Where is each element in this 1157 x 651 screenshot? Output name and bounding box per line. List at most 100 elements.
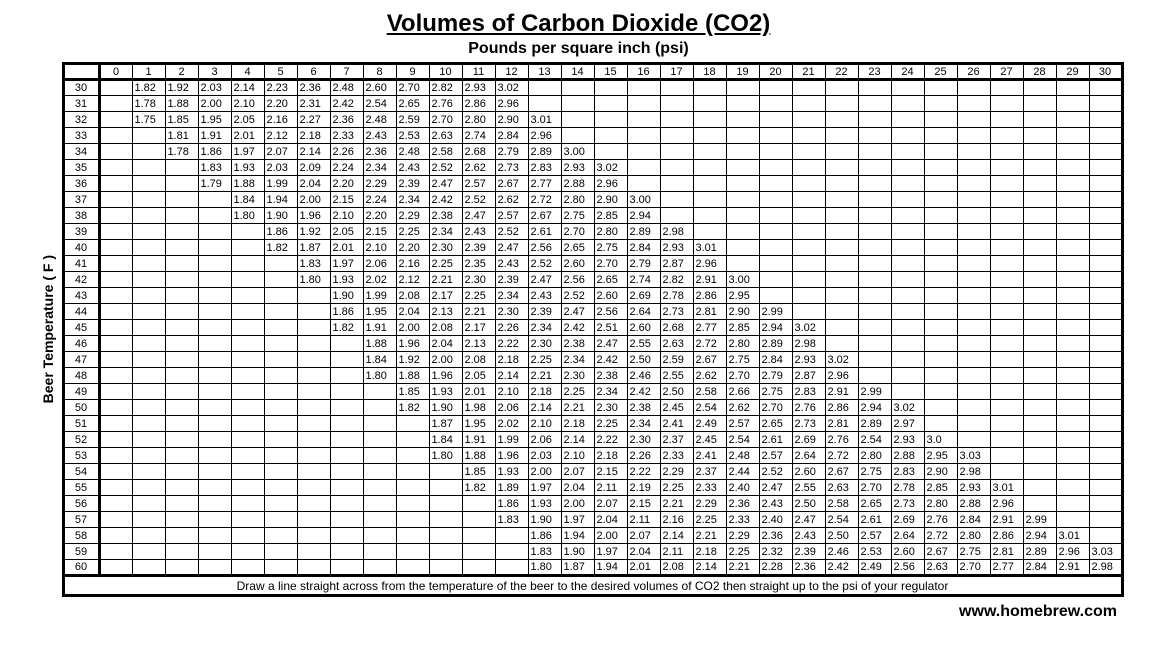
data-cell — [1023, 112, 1056, 128]
data-cell — [1023, 192, 1056, 208]
data-cell: 2.86 — [693, 288, 726, 304]
data-cell — [858, 144, 891, 160]
data-cell: 2.83 — [528, 160, 561, 176]
data-cell — [594, 80, 627, 96]
psi-header: 26 — [957, 64, 990, 80]
data-cell — [99, 160, 132, 176]
data-cell: 2.84 — [627, 240, 660, 256]
data-cell — [858, 240, 891, 256]
psi-header: 0 — [99, 64, 132, 80]
data-cell — [990, 464, 1023, 480]
data-cell: 2.02 — [363, 272, 396, 288]
data-cell: 2.29 — [693, 496, 726, 512]
data-cell: 2.10 — [330, 208, 363, 224]
data-cell — [957, 240, 990, 256]
data-cell: 2.29 — [660, 464, 693, 480]
data-cell: 1.96 — [429, 368, 462, 384]
data-cell: 2.33 — [693, 480, 726, 496]
data-cell: 1.96 — [297, 208, 330, 224]
data-cell — [231, 416, 264, 432]
table-row: 371.841.942.002.152.242.342.422.522.622.… — [63, 192, 1122, 208]
data-cell: 2.93 — [462, 80, 495, 96]
data-cell — [132, 352, 165, 368]
data-cell — [396, 512, 429, 528]
data-cell: 2.57 — [726, 416, 759, 432]
data-cell: 2.89 — [858, 416, 891, 432]
data-cell — [726, 96, 759, 112]
data-cell — [1023, 304, 1056, 320]
data-cell — [99, 288, 132, 304]
data-cell — [957, 400, 990, 416]
data-cell: 2.86 — [825, 400, 858, 416]
data-cell: 2.98 — [1089, 560, 1122, 576]
data-cell — [363, 432, 396, 448]
data-cell — [99, 384, 132, 400]
data-cell — [1056, 208, 1089, 224]
data-cell: 2.50 — [825, 528, 858, 544]
data-cell — [660, 128, 693, 144]
data-cell — [1056, 112, 1089, 128]
data-cell: 2.88 — [891, 448, 924, 464]
data-cell — [1056, 448, 1089, 464]
data-cell: 2.52 — [561, 288, 594, 304]
data-cell — [1089, 128, 1122, 144]
data-cell — [99, 224, 132, 240]
table-row: 531.801.881.962.032.102.182.262.332.412.… — [63, 448, 1122, 464]
data-cell — [132, 416, 165, 432]
data-cell — [165, 336, 198, 352]
data-cell: 2.63 — [429, 128, 462, 144]
data-cell — [1089, 256, 1122, 272]
data-cell: 2.34 — [429, 224, 462, 240]
data-cell — [396, 480, 429, 496]
data-cell — [165, 528, 198, 544]
data-cell: 1.97 — [330, 256, 363, 272]
data-cell — [891, 112, 924, 128]
temperature-header: 35 — [63, 160, 99, 176]
table-row: 581.861.942.002.072.142.212.292.362.432.… — [63, 528, 1122, 544]
data-cell — [198, 368, 231, 384]
data-cell — [264, 368, 297, 384]
data-cell — [924, 144, 957, 160]
data-cell: 2.98 — [660, 224, 693, 240]
data-cell: 2.70 — [858, 480, 891, 496]
data-cell — [825, 256, 858, 272]
data-cell: 2.60 — [891, 544, 924, 560]
data-cell — [330, 560, 363, 576]
data-cell — [528, 80, 561, 96]
data-cell: 2.52 — [495, 224, 528, 240]
data-cell — [1089, 432, 1122, 448]
data-cell — [165, 464, 198, 480]
data-cell: 1.97 — [594, 544, 627, 560]
data-cell — [165, 224, 198, 240]
data-cell: 2.26 — [627, 448, 660, 464]
data-cell: 1.98 — [462, 400, 495, 416]
data-cell: 2.20 — [330, 176, 363, 192]
data-cell — [990, 400, 1023, 416]
data-cell — [759, 176, 792, 192]
psi-header: 4 — [231, 64, 264, 80]
data-cell: 2.16 — [396, 256, 429, 272]
data-cell — [396, 544, 429, 560]
data-cell: 2.60 — [792, 464, 825, 480]
data-cell — [990, 384, 1023, 400]
data-cell — [99, 256, 132, 272]
data-cell — [231, 272, 264, 288]
data-cell — [132, 496, 165, 512]
data-cell — [99, 272, 132, 288]
data-cell: 2.47 — [429, 176, 462, 192]
data-cell — [891, 176, 924, 192]
data-cell — [825, 304, 858, 320]
data-cell: 2.00 — [429, 352, 462, 368]
data-cell: 2.82 — [660, 272, 693, 288]
data-cell: 1.85 — [165, 112, 198, 128]
footer-link[interactable]: www.homebrew.com — [20, 603, 1137, 621]
data-cell: 2.58 — [693, 384, 726, 400]
data-cell: 2.84 — [759, 352, 792, 368]
data-cell — [198, 464, 231, 480]
data-cell — [165, 272, 198, 288]
data-cell — [990, 432, 1023, 448]
data-cell — [132, 368, 165, 384]
data-cell: 2.34 — [561, 352, 594, 368]
data-cell: 2.54 — [726, 432, 759, 448]
temperature-header: 53 — [63, 448, 99, 464]
